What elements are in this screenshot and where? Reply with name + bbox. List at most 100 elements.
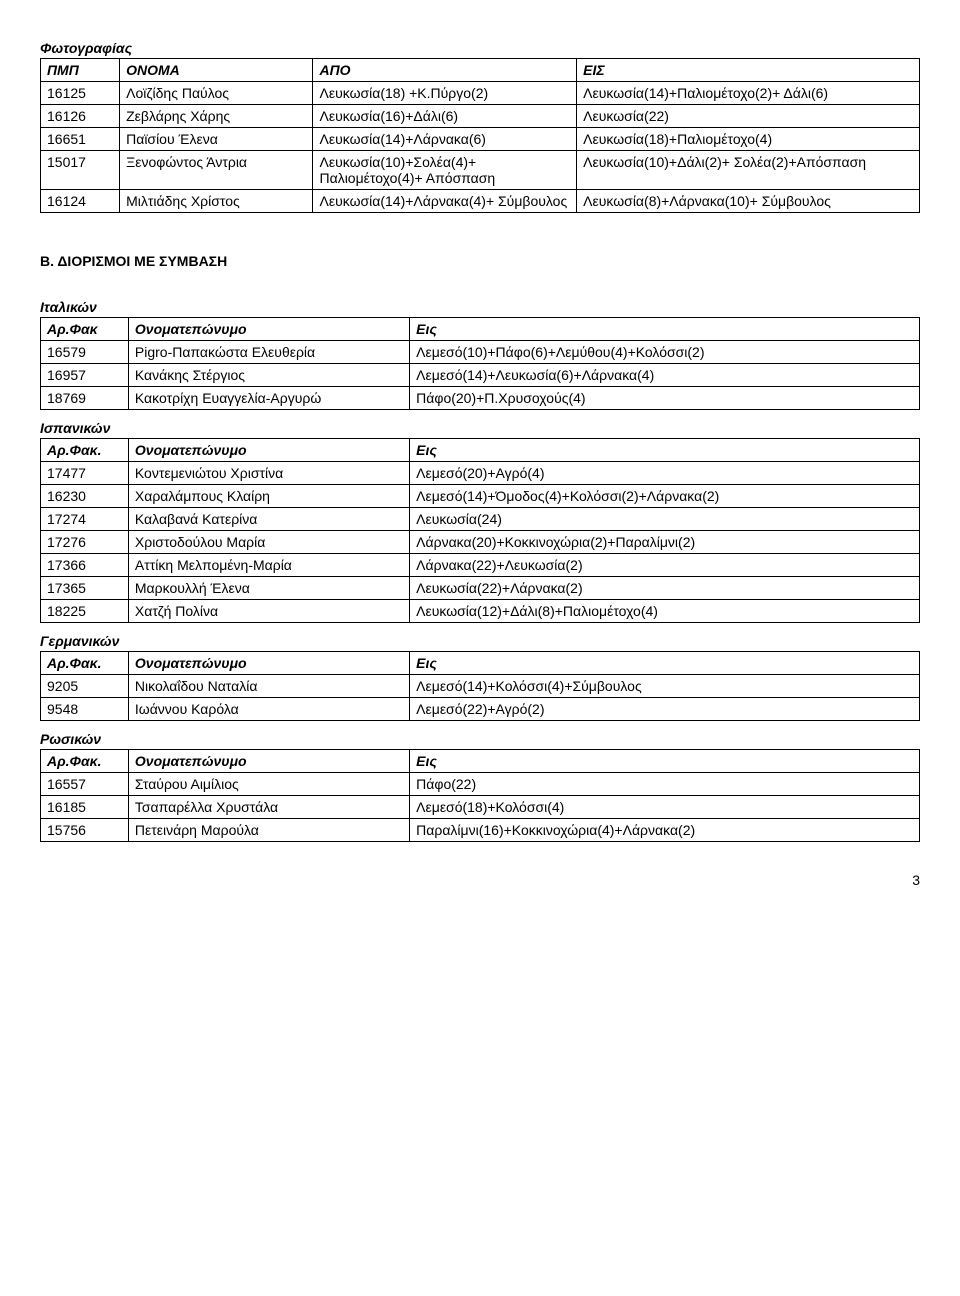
- cell: 16557: [41, 773, 129, 796]
- cell: Λεμεσό(14)+Όμοδος(4)+Κολόσσι(2)+Λάρνακα(…: [410, 485, 920, 508]
- page-number: 3: [40, 872, 920, 888]
- cell: Λεμεσό(18)+Κολόσσι(4): [410, 796, 920, 819]
- cell: 16124: [41, 190, 120, 213]
- table-header-row: ΠΜΠ ΟΝΟΜΑ ΑΠΟ ΕΙΣ: [41, 59, 920, 82]
- cell: Λευκωσία(16)+Δάλι(6): [313, 105, 577, 128]
- table-row: 15756 Πετεινάρη Μαρούλα Παραλίμνι(16)+Κο…: [41, 819, 920, 842]
- german-table: Αρ.Φακ. Ονοματεπώνυμο Εις 9205 Νικολαΐδο…: [40, 651, 920, 721]
- cell: Λευκωσία(14)+Παλιομέτοχο(2)+ Δάλι(6): [577, 82, 920, 105]
- hdr-to: ΕΙΣ: [577, 59, 920, 82]
- table-row: 16230 Χαραλάμπους Κλαίρη Λεμεσό(14)+Όμοδ…: [41, 485, 920, 508]
- cell: Μιλτιάδης Χρίστος: [120, 190, 313, 213]
- cell: Χριστοδούλου Μαρία: [128, 531, 409, 554]
- hdr-eis: Εις: [410, 439, 920, 462]
- cell: 16125: [41, 82, 120, 105]
- hdr-eis: Εις: [410, 750, 920, 773]
- hdr-pmp: ΠΜΠ: [41, 59, 120, 82]
- table-header-row: Αρ.Φακ. Ονοματεπώνυμο Εις: [41, 652, 920, 675]
- table-row: 18769 Κακοτρίχη Ευαγγελία-Αργυρώ Πάφο(20…: [41, 387, 920, 410]
- hdr-name: ΟΝΟΜΑ: [120, 59, 313, 82]
- table-row: 9205 Νικολαΐδου Ναταλία Λεμεσό(14)+Κολόσ…: [41, 675, 920, 698]
- cell: 16579: [41, 341, 129, 364]
- cell: Χαραλάμπους Κλαίρη: [128, 485, 409, 508]
- cell: 9205: [41, 675, 129, 698]
- table-header-row: Αρ.Φακ Ονοματεπώνυμο Εις: [41, 318, 920, 341]
- cell: 17274: [41, 508, 129, 531]
- hdr-fak: Αρ.Φακ: [41, 318, 129, 341]
- table-row: 17276 Χριστοδούλου Μαρία Λάρνακα(20)+Κοκ…: [41, 531, 920, 554]
- table-row: 16579 Pigro-Παπακώστα Ελευθερία Λεμεσό(1…: [41, 341, 920, 364]
- photography-title: Φωτογραφίας: [40, 40, 920, 56]
- spanish-table: Αρ.Φακ. Ονοματεπώνυμο Εις 17477 Κοντεμεν…: [40, 438, 920, 623]
- italian-table: Αρ.Φακ Ονοματεπώνυμο Εις 16579 Pigro-Παπ…: [40, 317, 920, 410]
- cell: 9548: [41, 698, 129, 721]
- cell: Λευκωσία(10)+Δάλι(2)+ Σολέα(2)+Απόσπαση: [577, 151, 920, 190]
- cell: 17276: [41, 531, 129, 554]
- cell: Λεμεσό(20)+Αγρό(4): [410, 462, 920, 485]
- cell: Καλαβανά Κατερίνα: [128, 508, 409, 531]
- hdr-fak: Αρ.Φακ.: [41, 439, 129, 462]
- cell: Κοντεμενιώτου Χριστίνα: [128, 462, 409, 485]
- cell: 16957: [41, 364, 129, 387]
- cell: Λάρνακα(22)+Λευκωσία(2): [410, 554, 920, 577]
- hdr-name: Ονοματεπώνυμο: [128, 318, 409, 341]
- cell: 16651: [41, 128, 120, 151]
- cell: 17365: [41, 577, 129, 600]
- table-row: 16126 Ζεβλάρης Χάρης Λευκωσία(16)+Δάλι(6…: [41, 105, 920, 128]
- table-row: 16124 Μιλτιάδης Χρίστος Λευκωσία(14)+Λάρ…: [41, 190, 920, 213]
- hdr-name: Ονοματεπώνυμο: [128, 652, 409, 675]
- table-row: 17366 Αττίκη Μελπομένη-Μαρία Λάρνακα(22)…: [41, 554, 920, 577]
- cell: 16230: [41, 485, 129, 508]
- cell: Λευκωσία(24): [410, 508, 920, 531]
- table-row: 17365 Μαρκουλλή Έλενα Λευκωσία(22)+Λάρνα…: [41, 577, 920, 600]
- table-row: 16125 Λοϊζίδης Παύλος Λευκωσία(18) +Κ.Πύ…: [41, 82, 920, 105]
- hdr-fak: Αρ.Φακ.: [41, 750, 129, 773]
- italian-title: Ιταλικών: [40, 299, 920, 315]
- cell: Νικολαΐδου Ναταλία: [128, 675, 409, 698]
- hdr-name: Ονοματεπώνυμο: [128, 439, 409, 462]
- table-row: 16185 Τσαπαρέλλα Χρυστάλα Λεμεσό(18)+Κολ…: [41, 796, 920, 819]
- cell: Πάφο(20)+Π.Χρυσοχούς(4): [410, 387, 920, 410]
- cell: 18225: [41, 600, 129, 623]
- table-header-row: Αρ.Φακ. Ονοματεπώνυμο Εις: [41, 439, 920, 462]
- german-title: Γερμανικών: [40, 633, 920, 649]
- cell: Χατζή Πολίνα: [128, 600, 409, 623]
- hdr-eis: Εις: [410, 652, 920, 675]
- table-row: 16957 Κανάκης Στέργιος Λεμεσό(14)+Λευκωσ…: [41, 364, 920, 387]
- cell: Λάρνακα(20)+Κοκκινοχώρια(2)+Παραλίμνι(2): [410, 531, 920, 554]
- cell: Λεμεσό(14)+Λευκωσία(6)+Λάρνακα(4): [410, 364, 920, 387]
- cell: Λευκωσία(18) +Κ.Πύργο(2): [313, 82, 577, 105]
- cell: Λοϊζίδης Παύλος: [120, 82, 313, 105]
- cell: Πετεινάρη Μαρούλα: [128, 819, 409, 842]
- photography-table: ΠΜΠ ΟΝΟΜΑ ΑΠΟ ΕΙΣ 16125 Λοϊζίδης Παύλος …: [40, 58, 920, 213]
- hdr-eis: Εις: [410, 318, 920, 341]
- cell: Παραλίμνι(16)+Κοκκινοχώρια(4)+Λάρνακα(2): [410, 819, 920, 842]
- table-row: 16651 Παϊσίου Έλενα Λευκωσία(14)+Λάρνακα…: [41, 128, 920, 151]
- cell: Λευκωσία(14)+Λάρνακα(6): [313, 128, 577, 151]
- table-row: 17477 Κοντεμενιώτου Χριστίνα Λεμεσό(20)+…: [41, 462, 920, 485]
- cell: Πάφο(22): [410, 773, 920, 796]
- spanish-title: Ισπανικών: [40, 420, 920, 436]
- cell: 18769: [41, 387, 129, 410]
- cell: Κανάκης Στέργιος: [128, 364, 409, 387]
- table-row: 15017 Ξενοφώντος Άντρια Λευκωσία(10)+Σολ…: [41, 151, 920, 190]
- cell: Λευκωσία(18)+Παλιομέτοχο(4): [577, 128, 920, 151]
- cell: Λεμεσό(10)+Πάφο(6)+Λεμύθου(4)+Κολόσσι(2): [410, 341, 920, 364]
- table-row: 16557 Σταύρου Αιμίλιος Πάφο(22): [41, 773, 920, 796]
- table-row: 9548 Ιωάννου Καρόλα Λεμεσό(22)+Αγρό(2): [41, 698, 920, 721]
- cell: 16126: [41, 105, 120, 128]
- table-header-row: Αρ.Φακ. Ονοματεπώνυμο Εις: [41, 750, 920, 773]
- cell: Αττίκη Μελπομένη-Μαρία: [128, 554, 409, 577]
- cell: Λευκωσία(14)+Λάρνακα(4)+ Σύμβουλος: [313, 190, 577, 213]
- cell: Λευκωσία(12)+Δάλι(8)+Παλιομέτοχο(4): [410, 600, 920, 623]
- cell: Ιωάννου Καρόλα: [128, 698, 409, 721]
- cell: Κακοτρίχη Ευαγγελία-Αργυρώ: [128, 387, 409, 410]
- russian-table: Αρ.Φακ. Ονοματεπώνυμο Εις 16557 Σταύρου …: [40, 749, 920, 842]
- table-row: 17274 Καλαβανά Κατερίνα Λευκωσία(24): [41, 508, 920, 531]
- cell: Τσαπαρέλλα Χρυστάλα: [128, 796, 409, 819]
- russian-title: Ρωσικών: [40, 731, 920, 747]
- cell: 17366: [41, 554, 129, 577]
- cell: Λευκωσία(8)+Λάρνακα(10)+ Σύμβουλος: [577, 190, 920, 213]
- cell: Λεμεσό(22)+Αγρό(2): [410, 698, 920, 721]
- hdr-fak: Αρ.Φακ.: [41, 652, 129, 675]
